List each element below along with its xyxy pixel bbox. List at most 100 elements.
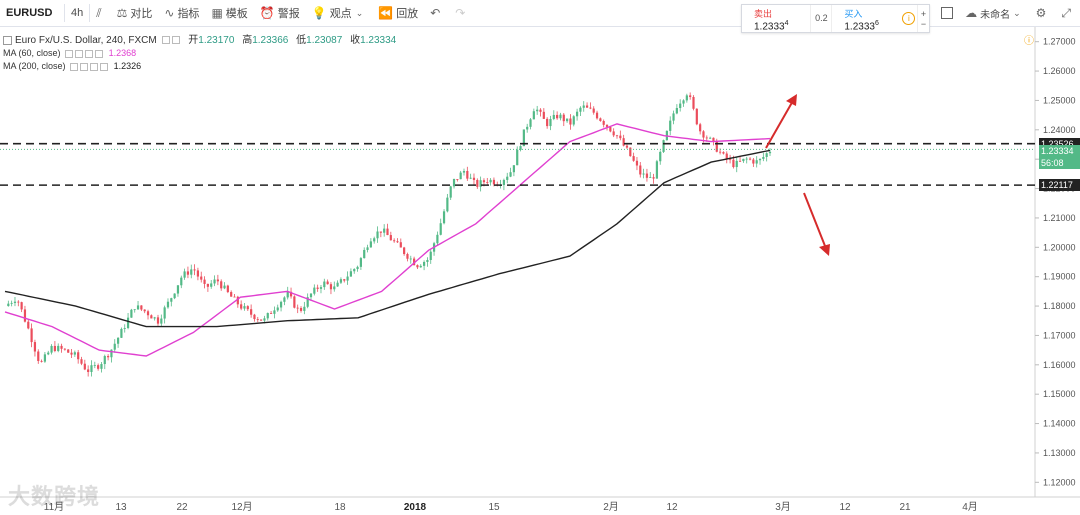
redo-button[interactable]: ↷ xyxy=(449,0,474,26)
templates-button[interactable]: ▦ 模板 xyxy=(205,0,253,26)
symbol-search[interactable]: EURUSD xyxy=(6,7,53,19)
ideas-button[interactable]: 💡 观点 ⌄ xyxy=(306,0,373,26)
sell-button[interactable]: 卖出 1.23334 xyxy=(742,5,810,32)
undo-button[interactable]: ↶ xyxy=(424,0,449,26)
candle-body xyxy=(67,349,70,353)
time-tick-label: 4月 xyxy=(962,501,978,513)
candle-body xyxy=(738,160,742,162)
fullscreen-checkbox[interactable] xyxy=(935,0,959,26)
candle-body xyxy=(612,131,615,136)
ma60-close-icon[interactable] xyxy=(95,49,104,58)
chevron-down-icon: ⌄ xyxy=(1013,7,1021,18)
candle-body xyxy=(625,145,629,148)
candle-body xyxy=(715,140,718,152)
candle-body xyxy=(466,170,469,179)
candle-body xyxy=(762,156,765,159)
candle-body xyxy=(472,177,476,180)
ma200-close-icon[interactable] xyxy=(100,62,109,71)
compare-icon: ⚖ xyxy=(116,6,128,20)
arrow-up-line xyxy=(765,98,795,149)
price-tick-label: 1.19000 xyxy=(1043,272,1076,282)
projection-arrows[interactable] xyxy=(765,94,830,256)
legend-ma200-row[interactable]: MA (200, close) 1.2326 xyxy=(3,60,396,73)
candle-body xyxy=(220,281,223,289)
price-tick-label: 1.14000 xyxy=(1043,419,1076,429)
candle-body xyxy=(283,297,286,302)
candle-body xyxy=(110,349,113,358)
candle-body xyxy=(429,251,432,260)
candle-body xyxy=(203,279,206,284)
candle-body xyxy=(329,284,333,290)
candle-body xyxy=(486,182,489,183)
candle-body xyxy=(735,160,738,168)
sell-price: 1.23334 xyxy=(754,20,810,32)
quantity-stepper[interactable]: + − xyxy=(917,5,929,32)
candle-body xyxy=(389,235,392,241)
candle-body xyxy=(70,352,73,355)
candle-body xyxy=(90,365,93,372)
candle-body xyxy=(539,109,542,112)
candle-body xyxy=(196,270,200,277)
minus-icon[interactable]: − xyxy=(920,18,927,29)
candle-body xyxy=(213,279,216,284)
candle-body xyxy=(200,276,203,280)
candle-body xyxy=(176,285,180,294)
ma60-menu-icon[interactable] xyxy=(65,49,74,58)
candle-body xyxy=(319,287,323,289)
candle-body xyxy=(173,293,176,299)
candle-body xyxy=(266,313,269,319)
candle-body xyxy=(333,286,336,290)
candle-body xyxy=(496,184,499,186)
candle-body xyxy=(289,291,293,297)
toolbar-right: ☁ 未命名 ⌄ ⚙ ⤢ xyxy=(935,0,1080,26)
candle-body xyxy=(299,307,303,311)
settings-icon[interactable] xyxy=(171,36,180,45)
price-tick-label: 1.27000 xyxy=(1043,37,1076,47)
ma60-eye-icon[interactable] xyxy=(75,49,84,58)
info-button[interactable]: i xyxy=(901,5,917,32)
candle-body xyxy=(589,107,592,109)
candle-body xyxy=(233,296,236,298)
ma200-settings-icon[interactable] xyxy=(90,62,99,71)
candle-body xyxy=(349,271,353,277)
collapse-icon[interactable] xyxy=(3,35,12,45)
interval-button[interactable]: 4h xyxy=(71,7,84,19)
candles-icon: ⫽ xyxy=(96,5,102,20)
candle-body xyxy=(422,262,426,266)
candle-body xyxy=(599,118,602,121)
candle-body xyxy=(512,165,515,173)
candle-body xyxy=(103,356,106,365)
layout-name-button[interactable]: ☁ 未命名 ⌄ xyxy=(959,0,1030,26)
replay-button[interactable]: ⏪ 回放 xyxy=(372,0,424,26)
indicators-button[interactable]: ∿ 指标 xyxy=(158,0,205,26)
legend-ma60-row[interactable]: MA (60, close) 1.2368 xyxy=(3,47,396,60)
candle-body xyxy=(230,292,233,297)
compare-button[interactable]: ⚖ 对比 xyxy=(111,0,159,26)
candle-body xyxy=(260,319,263,321)
alert-button[interactable]: ⏰ 警报 xyxy=(254,0,306,26)
candle-body xyxy=(180,277,183,286)
chart-type-button[interactable]: ⫽ xyxy=(90,0,110,26)
candle-body xyxy=(609,126,612,132)
candle-body xyxy=(595,112,599,119)
fullscreen-button[interactable]: ⤢ xyxy=(1055,0,1080,26)
candle-body xyxy=(323,281,326,288)
eye-icon[interactable] xyxy=(161,36,170,45)
candle-body xyxy=(136,305,140,310)
candle-body xyxy=(695,108,698,125)
candle-body xyxy=(579,107,582,112)
candle-body xyxy=(426,259,429,263)
replay-label: 回放 xyxy=(396,8,419,20)
plus-icon[interactable]: + xyxy=(920,8,927,19)
price-tick-label: 1.16000 xyxy=(1043,360,1076,370)
candle-body xyxy=(432,243,436,252)
candle-body xyxy=(635,160,639,166)
buy-button[interactable]: 买入 1.23336 xyxy=(832,5,900,32)
candle-body xyxy=(133,309,136,311)
settings-button[interactable]: ⚙ xyxy=(1030,0,1056,26)
candle-body xyxy=(436,234,439,244)
ma200-menu-icon[interactable] xyxy=(70,62,79,71)
ma60-settings-icon[interactable] xyxy=(85,49,94,58)
ma200-eye-icon[interactable] xyxy=(80,62,89,71)
